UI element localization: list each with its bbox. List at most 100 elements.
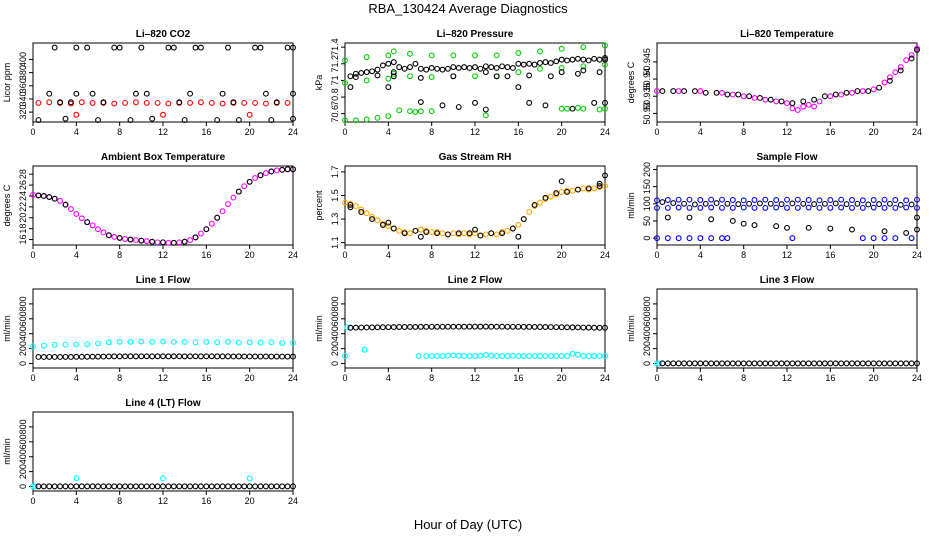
data-point bbox=[691, 360, 698, 367]
data-point bbox=[719, 204, 725, 211]
data-point bbox=[702, 89, 709, 96]
data-point bbox=[591, 185, 598, 192]
data-point bbox=[843, 89, 850, 96]
data-point bbox=[143, 353, 150, 360]
data-point bbox=[62, 201, 69, 208]
data-point bbox=[374, 324, 381, 331]
data-point bbox=[170, 44, 177, 51]
data-point bbox=[466, 353, 473, 360]
data-point bbox=[40, 193, 47, 199]
data-point bbox=[876, 201, 883, 208]
data-point bbox=[423, 229, 430, 235]
data-point bbox=[439, 323, 446, 330]
data-point bbox=[811, 96, 818, 103]
y-axis-label: ml/min bbox=[2, 315, 12, 342]
data-point bbox=[89, 222, 96, 229]
x-tick-label: 20 bbox=[869, 127, 879, 137]
data-point bbox=[686, 214, 693, 221]
data-point bbox=[390, 69, 397, 76]
data-point bbox=[374, 72, 381, 79]
data-point bbox=[225, 483, 231, 490]
data-point bbox=[849, 226, 855, 233]
data-point bbox=[659, 88, 666, 95]
x-tick-label: 8 bbox=[429, 373, 434, 383]
data-point bbox=[488, 323, 495, 330]
data-point bbox=[805, 197, 812, 203]
data-point bbox=[914, 46, 920, 53]
data-point bbox=[111, 233, 118, 240]
data-point bbox=[751, 197, 758, 203]
data-point bbox=[515, 323, 522, 330]
data-point bbox=[886, 360, 893, 367]
data-point bbox=[654, 204, 660, 211]
data-point bbox=[596, 324, 603, 331]
data-point bbox=[439, 66, 446, 73]
data-point bbox=[504, 64, 511, 71]
y-axis-label: degrees C bbox=[626, 61, 636, 103]
x-tick-label: 4 bbox=[386, 127, 391, 137]
data-point bbox=[181, 117, 188, 123]
data-point bbox=[520, 353, 527, 360]
y-tick-label: 1.5 bbox=[330, 189, 340, 202]
data-point bbox=[493, 52, 500, 59]
panel-title: Ambient Box Temperature bbox=[101, 152, 226, 163]
data-point bbox=[670, 200, 677, 207]
data-point bbox=[537, 324, 543, 330]
data-point bbox=[547, 193, 554, 200]
data-point bbox=[515, 69, 522, 76]
data-point bbox=[746, 200, 753, 207]
data-point bbox=[477, 352, 484, 359]
data-point bbox=[116, 44, 123, 51]
data-point bbox=[257, 339, 264, 346]
data-point bbox=[762, 204, 769, 211]
data-point bbox=[515, 233, 522, 240]
data-point bbox=[89, 90, 96, 97]
data-point bbox=[46, 90, 53, 97]
data-point bbox=[51, 195, 58, 202]
data-point bbox=[262, 90, 269, 97]
data-point bbox=[537, 48, 543, 55]
data-point bbox=[385, 75, 392, 82]
data-point bbox=[596, 183, 603, 189]
x-tick-label: 16 bbox=[513, 250, 523, 260]
data-point bbox=[493, 231, 500, 238]
data-point bbox=[284, 483, 291, 490]
data-point bbox=[450, 230, 457, 237]
data-point bbox=[51, 44, 58, 51]
panel-9: Line 4 (LT) Flow ml/min 0 4 8 12 16 20 24 0 200400… bbox=[2, 398, 298, 506]
y-tick-label: 50.93 bbox=[642, 102, 652, 125]
data-point bbox=[358, 69, 365, 76]
data-point bbox=[219, 90, 226, 97]
data-point bbox=[892, 360, 899, 367]
data-point bbox=[531, 61, 538, 68]
data-point bbox=[697, 197, 704, 203]
data-point bbox=[116, 353, 123, 360]
data-point bbox=[214, 483, 221, 490]
data-point bbox=[197, 99, 204, 106]
data-point bbox=[794, 196, 801, 203]
data-point bbox=[361, 346, 368, 353]
data-point bbox=[585, 57, 592, 64]
data-point bbox=[165, 44, 172, 51]
data-point bbox=[547, 324, 554, 331]
y-tick-label: 200 bbox=[642, 162, 652, 177]
x-tick-label: 24 bbox=[912, 127, 922, 137]
data-point bbox=[482, 69, 489, 76]
data-point bbox=[401, 65, 408, 72]
data-point bbox=[832, 200, 839, 207]
data-point bbox=[816, 98, 823, 105]
data-point bbox=[681, 360, 688, 367]
data-point bbox=[423, 323, 430, 330]
data-point bbox=[569, 324, 576, 331]
data-point bbox=[708, 196, 715, 203]
data-point bbox=[838, 360, 845, 367]
panel-title: Line 4 (LT) Flow bbox=[125, 398, 201, 409]
data-point bbox=[273, 483, 280, 490]
data-point bbox=[417, 74, 424, 81]
data-point bbox=[428, 74, 435, 81]
data-point bbox=[729, 360, 736, 367]
data-point bbox=[358, 206, 365, 213]
data-point bbox=[531, 353, 538, 360]
data-point bbox=[859, 204, 866, 211]
data-point bbox=[219, 483, 226, 490]
